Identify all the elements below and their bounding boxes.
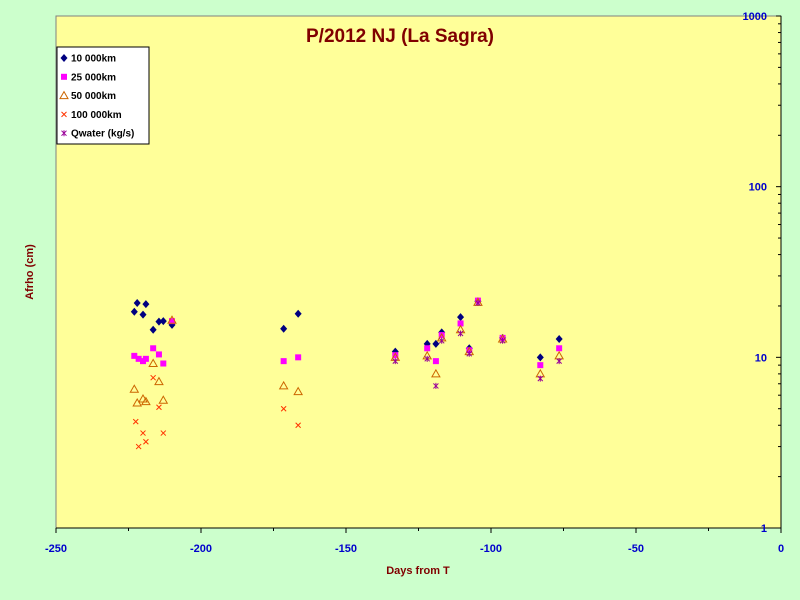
data-point-square: [155, 351, 162, 358]
data-point-x: [295, 422, 302, 429]
data-point-triangle: [158, 395, 169, 404]
legend-box: [56, 46, 150, 145]
data-point-square: [169, 318, 175, 325]
data-point-triangle: [141, 396, 151, 406]
data-point-diamond: [457, 313, 465, 322]
y-axis-label: Afrho (cm): [24, 244, 36, 300]
data-point-square: [131, 352, 138, 359]
legend-label: 100 000km: [71, 110, 122, 121]
data-point-star: [424, 355, 431, 362]
data-point-star: [457, 330, 464, 337]
data-point-diamond: [155, 317, 163, 326]
data-point-triangle: [293, 386, 304, 396]
y-tick-label: 10: [755, 352, 767, 364]
series-star: [392, 300, 563, 389]
data-point-square: [537, 362, 544, 369]
data-point-star: [433, 382, 439, 389]
data-point-diamond: [432, 339, 440, 348]
data-point-star: [537, 375, 544, 382]
data-point-x: [132, 418, 139, 425]
data-point-star: [438, 337, 445, 344]
data-point-triangle: [132, 397, 143, 407]
legend-marker-triangle: [59, 90, 69, 100]
legend-marker-diamond: [60, 54, 68, 62]
data-point-diamond: [133, 299, 141, 308]
data-points: [129, 297, 565, 450]
data-point-star: [499, 337, 506, 344]
data-point-diamond: [280, 324, 288, 333]
data-point-diamond: [536, 353, 544, 362]
data-point-triangle: [154, 376, 164, 386]
data-point-diamond: [142, 300, 150, 309]
x-tick-label: -150: [335, 543, 357, 555]
data-point-x: [143, 438, 149, 445]
data-point-x: [150, 374, 157, 381]
data-point-square: [295, 354, 302, 361]
data-point-diamond: [294, 309, 302, 318]
data-point-diamond: [130, 307, 138, 316]
x-tick-label: 0: [778, 543, 784, 555]
plot-area: [55, 15, 782, 529]
data-point-triangle: [167, 315, 177, 324]
legend-label: 25 000km: [71, 72, 116, 83]
data-point-square: [466, 347, 473, 354]
data-point-star: [466, 350, 473, 357]
y-tick-label: 100: [749, 182, 767, 194]
data-point-diamond: [149, 325, 157, 334]
x-tick-label: -50: [628, 543, 644, 555]
data-point-x: [156, 404, 162, 411]
legend-marker-star: [61, 130, 67, 137]
x-axis-label: Days from T: [386, 565, 450, 577]
data-point-square: [438, 332, 445, 339]
y-tick-label: 1000: [743, 11, 767, 23]
data-point-x: [160, 430, 167, 436]
legend-marker-square: [61, 73, 67, 80]
data-point-diamond: [555, 335, 563, 344]
data-point-square: [392, 352, 399, 359]
data-point-star: [556, 358, 563, 365]
legend-marker-x: [61, 111, 67, 118]
data-point-square: [457, 320, 464, 327]
data-point-x: [280, 405, 287, 412]
legend-label: 50 000km: [71, 91, 116, 102]
data-point-star: [392, 358, 399, 365]
x-tick-label: -250: [45, 543, 67, 555]
data-point-x: [140, 430, 146, 436]
data-point-star: [475, 300, 481, 307]
series-x: [132, 374, 302, 450]
legend-label: Qwater (kg/s): [71, 129, 134, 140]
series-square: [131, 297, 563, 369]
data-point-diamond: [139, 310, 147, 319]
legend-label: 10 000km: [71, 54, 116, 65]
data-point-x: [135, 443, 142, 450]
x-tick-label: -200: [190, 543, 212, 555]
data-point-triangle: [148, 358, 159, 368]
data-point-square: [556, 345, 563, 352]
data-point-square: [142, 355, 149, 362]
axes: -250 -200 -150 -100 -50 01 10 100 1000: [45, 11, 784, 555]
data-point-square: [432, 358, 439, 365]
data-point-square: [135, 355, 142, 362]
data-point-square: [280, 358, 287, 365]
data-point-square: [150, 345, 157, 352]
data-point-triangle: [129, 384, 140, 393]
legend: 10 000km 25 000km 50 000km 100 000km Qwater …: [56, 46, 150, 145]
data-point-triangle: [431, 368, 441, 378]
chart-title: P/2012 NJ (La Sagra): [306, 26, 494, 47]
data-point-diamond: [159, 317, 167, 326]
y-tick-label: 1: [761, 523, 767, 535]
x-tick-label: -100: [480, 543, 502, 555]
data-point-triangle: [278, 380, 289, 390]
data-point-square: [424, 345, 431, 352]
data-point-square: [160, 360, 167, 367]
